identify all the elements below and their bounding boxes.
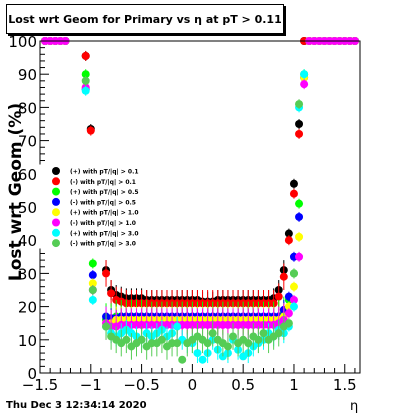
- data-point-s7: [178, 355, 187, 364]
- data-point-s4: [88, 279, 97, 288]
- data-point-s7: [173, 339, 182, 348]
- data-point-s5: [300, 80, 309, 89]
- legend-marker: [52, 167, 60, 175]
- y-tick-label: 80: [18, 99, 37, 117]
- axis-ticks: 0 10 20 30 40 50 60 70 80 90 100 −1.5 −1 −0.5 0 0.5 1 1.5: [8, 33, 356, 394]
- legend-entry-label: (+) with pT/|q| > 0.1: [70, 169, 139, 176]
- data-point-s6: [300, 70, 309, 79]
- legend-marker: [52, 187, 60, 196]
- y-tick-label: 100: [8, 33, 37, 51]
- x-tick-label: −1.5: [22, 376, 58, 394]
- y-tick-label: 60: [18, 166, 37, 184]
- timestamp-footer: Thu Dec 3 12:34:14 2020: [6, 400, 147, 411]
- data-point-s0: [284, 229, 293, 238]
- data-point-s7: [289, 269, 298, 278]
- data-point-s7: [102, 322, 111, 331]
- x-tick-label: 1.5: [333, 376, 357, 394]
- data-point-s6: [81, 86, 90, 95]
- legend-marker: [52, 208, 60, 217]
- data-point-s7: [137, 335, 146, 344]
- y-tick-label: 20: [18, 299, 37, 317]
- legend-marker: [52, 228, 60, 237]
- data-point-s4: [289, 282, 298, 291]
- data-point-s6: [289, 302, 298, 311]
- x-tick-label: −1: [80, 376, 102, 394]
- data-point-s7: [254, 335, 263, 344]
- chart-title-box: Lost wrt Geom for Primary vs η at pT > 0…: [6, 4, 284, 34]
- data-point-s1: [107, 289, 116, 298]
- data-point-s0: [295, 120, 304, 128]
- data-point-s7: [295, 100, 304, 109]
- chart-title: Lost wrt Geom for Primary vs η at pT > 0…: [8, 12, 282, 26]
- data-point-s7: [229, 332, 238, 341]
- data-point-s7: [81, 76, 90, 85]
- x-tick-label: −0.5: [123, 376, 159, 394]
- data-point-s6: [198, 355, 207, 364]
- data-point-s1: [81, 51, 90, 60]
- legend-entry-label: (+) with pT/|q| > 0.5: [70, 189, 139, 196]
- x-tick-label: 0: [188, 376, 198, 394]
- data-point-s5: [295, 252, 304, 261]
- y-axis-label: Lost wrt Geom (%): [6, 102, 26, 282]
- data-point-s4: [295, 232, 304, 241]
- data-point-s6: [88, 295, 97, 304]
- legend-marker: [52, 177, 60, 186]
- data-point-s0: [289, 179, 298, 188]
- data-point-s1: [284, 236, 293, 245]
- data-point-s7: [122, 335, 131, 344]
- legend-entry-label: (-) with pT/|q| > 3.0: [70, 241, 136, 248]
- legend-entry-label: (+) with pT/|q| > 1.0: [70, 210, 139, 217]
- data-point-s2: [295, 199, 304, 208]
- data-point-s7: [284, 319, 293, 328]
- legend-marker: [52, 218, 60, 227]
- data-point-s6: [193, 349, 202, 358]
- data-point-s7: [223, 342, 232, 351]
- data-point-s1: [102, 269, 111, 278]
- y-tick-label: 0: [27, 365, 37, 383]
- data-point-s1: [86, 126, 95, 135]
- y-tick-label: 90: [18, 66, 37, 84]
- data-point-s3: [88, 271, 97, 280]
- legend: (+) with pT/|q| > 0.1 (-) with pT/|q| > 0…: [39, 164, 161, 249]
- y-tick-label: 50: [18, 199, 37, 217]
- legend-box: [39, 164, 161, 249]
- x-axis-label: η: [350, 399, 359, 414]
- data-point-s7: [157, 335, 166, 344]
- y-tick-label: 40: [18, 232, 37, 250]
- data-point-s5: [289, 295, 298, 304]
- x-tick-label: 1: [289, 376, 299, 394]
- data-point-s2: [81, 70, 90, 79]
- data-point-s7: [203, 339, 212, 348]
- data-point-s7: [274, 329, 283, 338]
- legend-entry-label: (-) with pT/|q| > 0.5: [70, 199, 136, 206]
- legend-marker: [52, 197, 60, 206]
- data-point-s7: [208, 329, 217, 338]
- x-tick-label: 0.5: [231, 376, 255, 394]
- data-point-s1: [274, 292, 283, 301]
- data-point-s1: [295, 129, 304, 138]
- legend-entry-label: (-) with pT/|q| > 0.1: [70, 179, 136, 186]
- data-point-s2: [88, 259, 97, 268]
- data-point-s1: [279, 272, 288, 281]
- data-point-s5: [284, 309, 293, 318]
- legend-entry-label: (+) with pT/|q| > 3.0: [70, 230, 139, 237]
- data-point-s7: [244, 339, 253, 348]
- y-tick-label: 10: [18, 332, 37, 350]
- y-tick-label: 30: [18, 265, 37, 283]
- data-point-s3: [295, 212, 304, 221]
- data-markers: [41, 37, 359, 364]
- data-point-s1: [289, 189, 298, 198]
- data-point-s7: [259, 329, 268, 338]
- data-point-s6: [173, 322, 182, 331]
- data-point-s7: [88, 286, 97, 294]
- legend-entry-label: (-) with pT/|q| > 1.0: [70, 220, 136, 227]
- y-tick-label: 70: [18, 133, 37, 151]
- legend-marker: [52, 239, 60, 248]
